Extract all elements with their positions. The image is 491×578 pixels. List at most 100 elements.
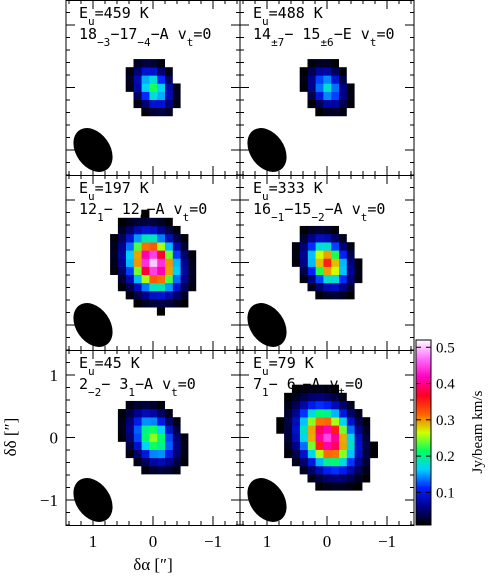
pixel bbox=[188, 266, 197, 275]
label-part: E bbox=[79, 4, 88, 22]
pixel bbox=[315, 474, 324, 483]
pixel bbox=[323, 482, 332, 491]
pixel bbox=[141, 209, 150, 219]
pixel bbox=[149, 441, 158, 450]
pixel bbox=[346, 465, 355, 475]
pixel bbox=[156, 307, 165, 316]
pixel bbox=[354, 258, 363, 267]
pixel bbox=[299, 274, 308, 284]
pixel bbox=[323, 234, 332, 243]
pixel bbox=[141, 83, 150, 92]
pixel bbox=[156, 217, 165, 227]
pixel bbox=[330, 99, 339, 109]
pixel bbox=[346, 449, 355, 459]
pixel bbox=[133, 425, 142, 434]
pixel bbox=[149, 225, 158, 235]
pixel bbox=[315, 282, 324, 292]
pixel bbox=[188, 250, 197, 259]
pixel bbox=[307, 474, 316, 483]
pixel bbox=[149, 282, 158, 292]
pixel bbox=[315, 67, 324, 76]
pixel bbox=[299, 433, 308, 442]
x-tick-label: 1 bbox=[89, 532, 98, 551]
pixel bbox=[117, 274, 126, 284]
pixel bbox=[315, 91, 324, 100]
pixel bbox=[338, 67, 347, 76]
pixel bbox=[149, 274, 158, 284]
pixel bbox=[284, 433, 293, 442]
pixel bbox=[323, 225, 332, 235]
panel: Eu=79 K71− 61−A vt=0 bbox=[239, 349, 415, 526]
pixel bbox=[133, 266, 142, 275]
pixel bbox=[338, 425, 347, 434]
y-tick-label: 1 bbox=[50, 366, 59, 385]
pixel bbox=[188, 282, 197, 292]
pixel bbox=[141, 99, 150, 109]
pixel bbox=[323, 400, 332, 410]
pixel bbox=[369, 449, 378, 459]
pixel bbox=[299, 457, 308, 467]
pixel bbox=[330, 482, 339, 491]
pixel bbox=[354, 465, 363, 475]
pixel bbox=[133, 83, 142, 92]
pixel bbox=[346, 83, 355, 92]
pixel bbox=[141, 75, 150, 84]
pixel bbox=[299, 400, 308, 410]
pixel bbox=[330, 441, 339, 450]
pixel bbox=[330, 400, 339, 410]
beam bbox=[247, 478, 287, 522]
pixel bbox=[133, 59, 142, 68]
pixel bbox=[284, 400, 293, 410]
colorbar-tick-label: 0.4 bbox=[436, 377, 455, 393]
pixel bbox=[172, 274, 181, 284]
pixel bbox=[117, 225, 126, 235]
pixel bbox=[164, 99, 173, 109]
label-part: −A v bbox=[151, 25, 187, 43]
pixel bbox=[354, 441, 363, 450]
pixel bbox=[156, 457, 165, 467]
pixel bbox=[299, 449, 308, 459]
pixel bbox=[188, 258, 197, 267]
label-part: −A v bbox=[135, 375, 171, 393]
pixel bbox=[117, 266, 126, 275]
pixel bbox=[299, 83, 308, 92]
pixel bbox=[346, 441, 355, 450]
pixel bbox=[164, 242, 173, 251]
pixel bbox=[133, 242, 142, 251]
label-part: 14 bbox=[253, 25, 271, 43]
subscript: 1 bbox=[128, 386, 135, 399]
pixel bbox=[362, 474, 371, 483]
pixel bbox=[315, 465, 324, 475]
pixel bbox=[338, 392, 347, 402]
pixel bbox=[164, 107, 173, 117]
pixel bbox=[110, 242, 119, 251]
pixel bbox=[330, 474, 339, 483]
pixel bbox=[172, 449, 181, 459]
pixel bbox=[156, 258, 165, 267]
pixel bbox=[315, 441, 324, 450]
pixel bbox=[141, 107, 150, 117]
pixel bbox=[338, 266, 347, 275]
pixel bbox=[156, 75, 165, 84]
pixel bbox=[156, 266, 165, 275]
pixel bbox=[291, 400, 300, 410]
pixel bbox=[156, 250, 165, 259]
pixel bbox=[149, 449, 158, 459]
pixel bbox=[346, 266, 355, 275]
pixel bbox=[141, 465, 150, 475]
pixel bbox=[315, 290, 324, 300]
pixel bbox=[338, 409, 347, 418]
pixel bbox=[338, 449, 347, 459]
pixel bbox=[338, 258, 347, 267]
pixel bbox=[330, 290, 339, 300]
pixel bbox=[315, 384, 324, 394]
pixel bbox=[338, 482, 347, 491]
pixel bbox=[291, 250, 300, 259]
pixel bbox=[338, 250, 347, 259]
pixel bbox=[291, 409, 300, 418]
subscript: u bbox=[88, 190, 95, 203]
pixel bbox=[125, 290, 134, 300]
pixel bbox=[125, 75, 134, 84]
subscript: t bbox=[339, 386, 346, 399]
